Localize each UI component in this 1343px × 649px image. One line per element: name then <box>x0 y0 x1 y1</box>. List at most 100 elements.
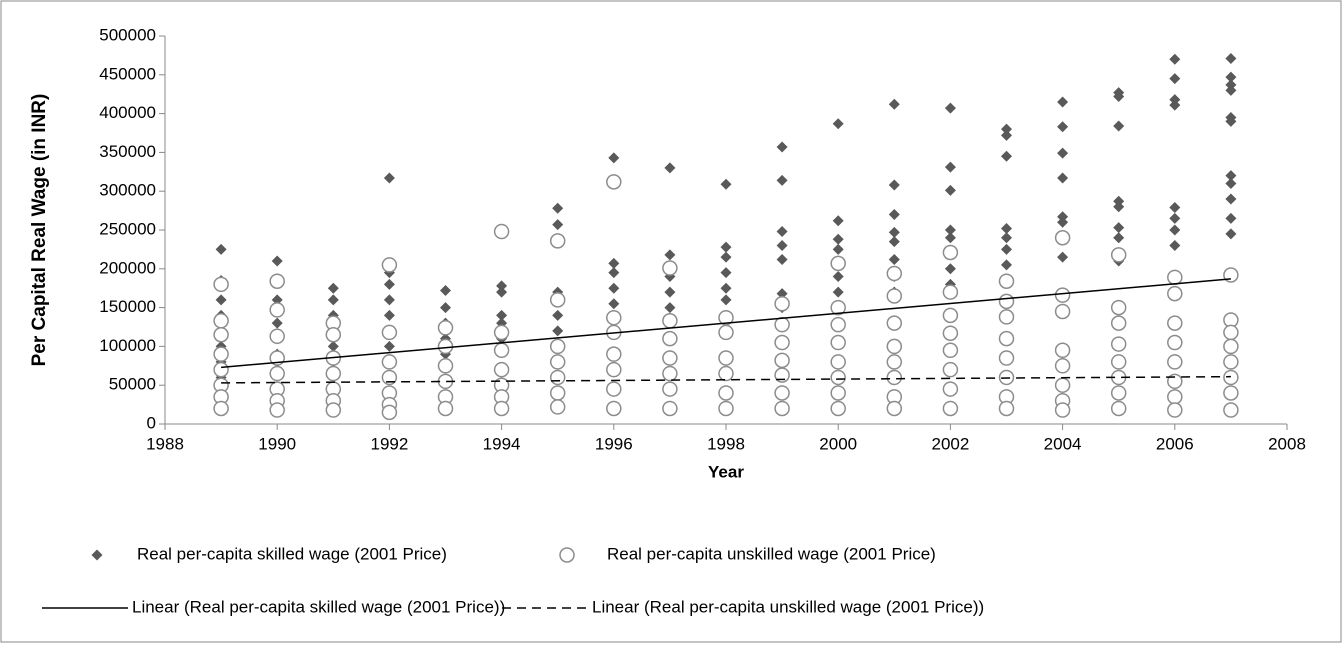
point-circle <box>381 404 398 421</box>
point-circle <box>718 385 734 401</box>
point-diamond <box>832 243 844 255</box>
point-circle <box>325 402 342 418</box>
point-circle <box>1054 303 1071 320</box>
point-diamond <box>552 219 564 231</box>
y-tick-label: 500000 <box>99 25 156 44</box>
point-diamond <box>1169 224 1181 236</box>
point-diamond <box>944 161 956 173</box>
point-circle <box>774 334 790 351</box>
point-diamond <box>832 271 844 283</box>
point-circle <box>325 365 342 382</box>
point-circle <box>774 385 790 401</box>
point-diamond <box>608 298 620 310</box>
point-circle <box>1110 299 1127 316</box>
point-diamond <box>1225 212 1237 224</box>
y-axis-title: Per Capital Real Wage (in INR) <box>29 94 50 367</box>
point-diamond <box>1225 53 1237 65</box>
point-circle <box>213 400 229 417</box>
point-circle <box>493 342 510 359</box>
point-circle <box>213 276 229 293</box>
point-diamond <box>1057 96 1069 108</box>
point-circle <box>269 302 285 318</box>
point-circle <box>213 327 229 343</box>
point-circle <box>774 295 790 312</box>
point-diamond <box>271 317 283 329</box>
point-circle <box>886 288 903 304</box>
point-diamond <box>720 294 732 306</box>
point-circle <box>606 346 622 362</box>
point-circle <box>830 354 846 370</box>
x-tick-label: 1988 <box>146 434 184 453</box>
point-diamond <box>832 286 844 298</box>
point-circle <box>942 307 959 324</box>
point-circle <box>886 354 903 370</box>
y-tick-label: 150000 <box>99 297 156 316</box>
y-tick-label: 400000 <box>99 103 156 122</box>
point-circle <box>886 400 903 417</box>
point-diamond <box>1057 216 1069 228</box>
point-circle <box>381 354 398 370</box>
point-circle <box>549 385 566 401</box>
point-circle <box>830 334 846 351</box>
point-diamond <box>215 243 227 255</box>
point-diamond <box>832 118 844 130</box>
point-circle <box>1054 402 1071 418</box>
x-tick-label: 2002 <box>931 434 969 453</box>
point-diamond <box>1169 53 1181 65</box>
point-diamond <box>1225 115 1237 127</box>
point-circle <box>942 342 959 359</box>
point-diamond <box>888 236 900 248</box>
point-circle <box>830 316 846 333</box>
point-circle <box>942 284 959 300</box>
point-circle <box>774 352 790 369</box>
point-diamond <box>888 226 900 238</box>
point-diamond <box>1057 251 1069 263</box>
point-diamond <box>776 174 788 186</box>
point-circle <box>493 324 510 341</box>
point-diamond <box>383 278 395 290</box>
point-diamond <box>271 294 283 306</box>
point-diamond <box>608 282 620 294</box>
y-tick-label: 0 <box>147 413 156 432</box>
point-diamond <box>944 224 956 236</box>
point-circle <box>830 400 846 417</box>
point-circle <box>886 315 903 331</box>
point-diamond <box>1001 243 1012 255</box>
point-circle <box>718 350 734 366</box>
point-diamond <box>664 302 676 314</box>
point-circle <box>1167 269 1183 286</box>
point-circle <box>662 365 678 382</box>
point-circle <box>1054 358 1071 374</box>
trend-line <box>221 375 1231 384</box>
legend-label: Real per-capita unskilled wage (2001 Pri… <box>607 544 936 563</box>
point-diamond <box>944 184 956 196</box>
point-diamond <box>327 294 339 306</box>
point-circle <box>437 358 454 374</box>
y-tick-label: 50000 <box>109 375 156 394</box>
point-diamond <box>1113 91 1125 103</box>
x-tick-label: 1996 <box>595 434 633 453</box>
point-circle <box>325 327 342 343</box>
point-circle <box>1223 338 1239 355</box>
point-diamond <box>327 340 339 352</box>
point-circle <box>1110 247 1127 263</box>
point-diamond <box>664 162 676 174</box>
point-circle <box>1110 315 1127 331</box>
point-circle <box>1223 402 1239 418</box>
point-diamond <box>1169 240 1181 252</box>
y-tick-label: 300000 <box>99 181 156 200</box>
point-diamond <box>664 249 676 261</box>
point-circle <box>1223 385 1239 401</box>
point-diamond <box>215 294 227 306</box>
point-circle <box>718 365 734 382</box>
point-circle <box>493 361 510 378</box>
point-circle <box>662 313 678 329</box>
point-diamond <box>552 202 564 214</box>
x-tick-label: 1992 <box>370 434 408 453</box>
y-tick-label: 200000 <box>99 258 156 277</box>
point-diamond <box>608 257 620 269</box>
point-diamond <box>1169 212 1181 224</box>
point-circle <box>1167 402 1183 418</box>
point-diamond <box>1225 228 1237 240</box>
point-circle <box>662 350 678 366</box>
